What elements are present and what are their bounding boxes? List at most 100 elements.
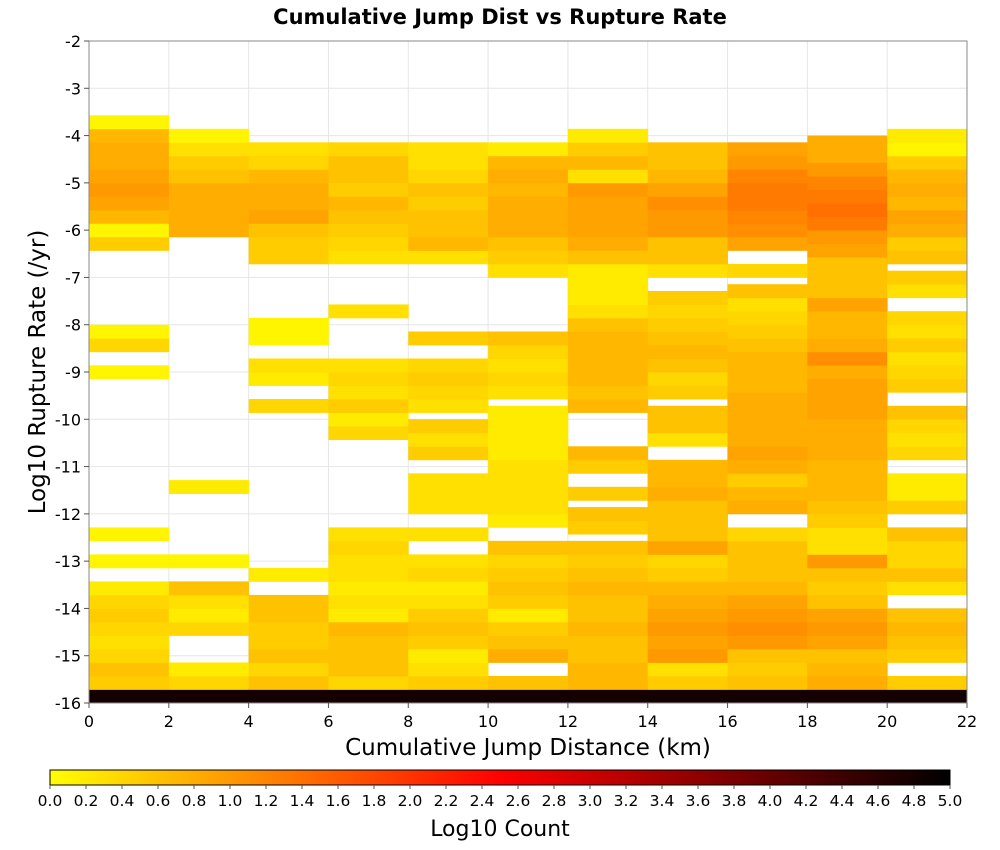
x-tick-label: 18 [797, 712, 817, 731]
heatmap-cell [807, 567, 888, 582]
heatmap-cell [647, 344, 728, 359]
heatmap-cell [488, 331, 569, 346]
heatmap-cell [567, 209, 649, 224]
heatmap-cell [567, 196, 649, 211]
colorbar-tick-label: 0.6 [146, 792, 171, 810]
colorbar-tick-label: 1.4 [290, 792, 315, 810]
heatmap-cell [727, 486, 808, 501]
heatmap-cell [807, 419, 888, 434]
heatmap-cell [807, 176, 888, 191]
heatmap-cell [887, 365, 968, 380]
heatmap-cell [248, 182, 329, 197]
heatmap-cell [887, 196, 968, 211]
y-tick-label: -16 [55, 694, 81, 713]
x-tick-label: 6 [323, 712, 333, 731]
heatmap-cell [89, 365, 170, 380]
heatmap-cell [567, 277, 649, 292]
heatmap-cell [488, 432, 569, 447]
heatmap-cell [887, 142, 968, 157]
heatmap-cell [89, 662, 170, 677]
heatmap-cell [488, 223, 569, 238]
heatmap-cell [887, 540, 968, 555]
heatmap-cell [408, 446, 489, 461]
heatmap-cell [567, 520, 649, 535]
colorbar-tick-label: 0.4 [110, 792, 135, 810]
heatmap-cell [168, 196, 250, 211]
heatmap-cell [727, 500, 808, 515]
heatmap-cell [807, 500, 888, 515]
heatmap-cell [408, 331, 489, 346]
heatmap-cell [647, 263, 728, 278]
heatmap-cell [807, 243, 888, 258]
heatmap-cell [887, 338, 968, 353]
heatmap-cell [727, 263, 808, 278]
heatmap-cell [488, 567, 569, 582]
y-tick-label: -8 [65, 316, 81, 335]
heatmap-cell [647, 142, 728, 157]
heatmap-cell [168, 480, 250, 495]
heatmap-cell [727, 284, 808, 299]
heatmap-cell [807, 689, 888, 704]
heatmap-cell [647, 405, 728, 420]
heatmap-cell [408, 621, 489, 636]
heatmap-cell [248, 250, 329, 265]
heatmap-cell [807, 635, 888, 650]
heatmap-cell [647, 236, 728, 251]
heatmap-cell [328, 358, 409, 373]
heatmap-cell [168, 128, 250, 143]
heatmap-cell [168, 608, 250, 623]
heatmap-cell [168, 581, 250, 596]
heatmap-cell [727, 324, 808, 339]
heatmap-cell [408, 567, 489, 582]
y-tick-label: -5 [65, 174, 81, 193]
heatmap-cell [887, 648, 968, 663]
heatmap-cell [488, 263, 569, 278]
heatmap-cell [887, 270, 968, 285]
heatmap-cell [887, 182, 968, 197]
heatmap-cell [89, 142, 170, 157]
heatmap-cell [807, 486, 888, 501]
heatmap-cell [727, 338, 808, 353]
y-tick-label: -7 [65, 268, 81, 287]
heatmap-cell [647, 540, 728, 555]
heatmap-cell [807, 135, 888, 150]
heatmap-cell [807, 675, 888, 690]
heatmap-cell [89, 236, 170, 251]
heatmap-cell [727, 648, 808, 663]
heatmap-cell [727, 621, 808, 636]
heatmap-cell [408, 608, 489, 623]
heatmap-cell [887, 378, 968, 393]
heatmap-cell [727, 182, 808, 197]
heatmap-cell [567, 648, 649, 663]
heatmap-cell [807, 621, 888, 636]
heatmap-cell [328, 304, 409, 319]
colorbar-tick-label: 2.0 [398, 792, 423, 810]
heatmap-cell [168, 209, 250, 224]
heatmap-cell [89, 115, 170, 130]
heatmap-cell [168, 142, 250, 157]
colorbar-ticks: 0.0 0.2 0.4 0.6 0.8 1.0 1.2 1.4 1.6 1.8 2.0 2.2 2.4 2… [38, 785, 962, 810]
heatmap-cell [248, 689, 329, 704]
heatmap-cell [727, 392, 808, 407]
heatmap-cell [887, 155, 968, 170]
heatmap-cell [567, 567, 649, 582]
heatmap-cell [328, 223, 409, 238]
heatmap-cell [727, 351, 808, 366]
heatmap-cell [89, 648, 170, 663]
heatmap-cell [408, 662, 489, 677]
y-tick-label: -3 [65, 79, 81, 98]
colorbar-tick-label: 2.6 [506, 792, 531, 810]
heatmap-cell [887, 324, 968, 339]
heatmap-cell [567, 621, 649, 636]
heatmap-cell [647, 209, 728, 224]
heatmap-cell [408, 385, 489, 400]
x-tick-label: 12 [558, 712, 578, 731]
heatmap-cell [567, 446, 649, 461]
heatmap-cell [89, 169, 170, 184]
colorbar-tick-label: 4.6 [866, 792, 891, 810]
heatmap-cell [488, 554, 569, 569]
heatmap-cell [647, 635, 728, 650]
heatmap-cell [887, 250, 968, 265]
heatmap-cell [727, 594, 808, 609]
y-tick-label: -13 [55, 552, 81, 571]
